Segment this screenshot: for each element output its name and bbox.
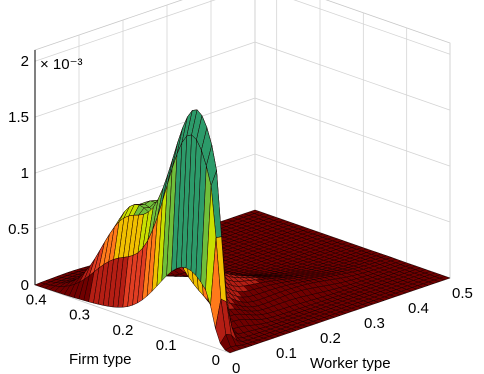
x-tick-label: 0 — [232, 360, 240, 374]
z-tick-label: 0.5 — [8, 221, 29, 238]
y-tick-label: 0.4 — [26, 292, 47, 309]
grid-z — [34, 0, 451, 62]
z-tick-label: 2 — [21, 53, 29, 70]
x-axis-label: Worker type — [310, 355, 391, 372]
surface-cell — [224, 346, 237, 354]
grid-z — [34, 41, 451, 118]
x-tick-label: 0.4 — [408, 300, 429, 317]
tick-labels: 0 0.5 1 1.5 2 0 0.1 0.2 0.3 0.4 0.5 0 0.1 0.2 0.3 0.4 — [8, 53, 473, 374]
grid-z — [34, 153, 451, 230]
x-tick-label: 0.2 — [320, 330, 341, 347]
x-tick-label: 0.5 — [452, 285, 473, 302]
y-tick-label: 0.1 — [156, 337, 177, 354]
y-axis-label: Firm type — [69, 351, 132, 368]
y-tick-label: 0.2 — [112, 322, 133, 339]
z-tick-label: 0 — [21, 277, 29, 294]
y-tick-label: 0 — [212, 352, 220, 369]
z-exponent-label: × 10⁻³ — [40, 56, 83, 73]
y-tick-label: 0.3 — [69, 307, 90, 324]
surface-mesh — [34, 109, 451, 354]
x-tick-label: 0.1 — [276, 345, 297, 362]
z-tick-label: 1.5 — [8, 109, 29, 126]
grid-z — [34, 97, 451, 174]
z-tick-label: 1 — [21, 165, 29, 182]
x-tick-label: 0.3 — [364, 315, 385, 332]
